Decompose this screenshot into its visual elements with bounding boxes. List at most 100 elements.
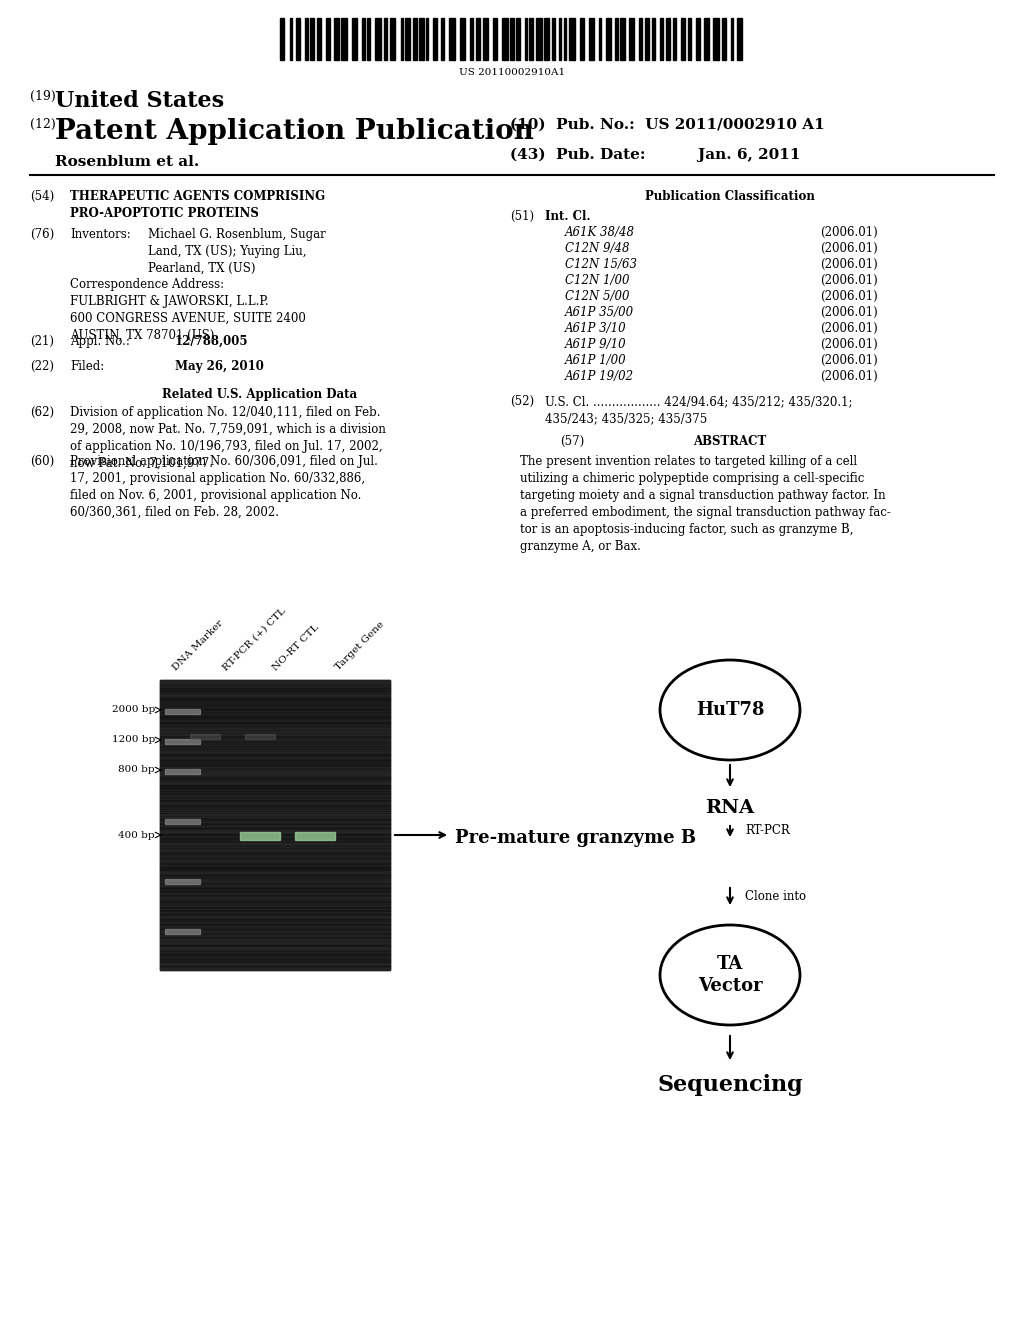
Bar [305, 18, 307, 59]
Text: C12N 15/63: C12N 15/63 [565, 257, 637, 271]
Text: (2006.01): (2006.01) [820, 354, 878, 367]
Bar [621, 18, 626, 59]
Text: Michael G. Rosenblum, Sugar
Land, TX (US); Yuying Liu,
Pearland, TX (US): Michael G. Rosenblum, Sugar Land, TX (US… [148, 228, 326, 275]
Bar [736, 18, 741, 59]
Text: May 26, 2010: May 26, 2010 [175, 360, 264, 374]
Text: (2006.01): (2006.01) [820, 306, 878, 319]
Bar [295, 832, 335, 840]
Text: TA
Vector: TA Vector [697, 954, 762, 995]
Bar [645, 18, 648, 59]
Text: The present invention relates to targeted killing of a cell
utilizing a chimeric: The present invention relates to targete… [520, 455, 891, 553]
Bar [414, 18, 417, 59]
Text: (19): (19) [30, 90, 55, 103]
Text: DNA Marker: DNA Marker [171, 618, 224, 672]
Bar [544, 18, 549, 59]
Bar [537, 18, 542, 59]
Bar [165, 929, 200, 935]
Bar [722, 18, 726, 59]
Text: ABSTRACT: ABSTRACT [693, 436, 767, 447]
Text: (2006.01): (2006.01) [820, 242, 878, 255]
Text: (2006.01): (2006.01) [820, 290, 878, 304]
Bar [660, 18, 664, 59]
Bar [165, 739, 200, 744]
Bar [432, 18, 437, 59]
Text: Int. Cl.: Int. Cl. [545, 210, 591, 223]
Text: (43)  Pub. Date:          Jan. 6, 2011: (43) Pub. Date: Jan. 6, 2011 [510, 148, 801, 162]
Text: THERAPEUTIC AGENTS COMPRISING
PRO-APOPTOTIC PROTEINS: THERAPEUTIC AGENTS COMPRISING PRO-APOPTO… [70, 190, 326, 220]
Text: (2006.01): (2006.01) [820, 257, 878, 271]
Text: RT-PCR: RT-PCR [745, 825, 790, 837]
Bar [614, 18, 617, 59]
Bar [245, 734, 275, 739]
Text: (60): (60) [30, 455, 54, 469]
Text: (62): (62) [30, 407, 54, 418]
Bar [703, 18, 709, 59]
Bar [666, 18, 670, 59]
Bar [352, 18, 357, 59]
Bar [426, 18, 428, 59]
Bar [390, 18, 395, 59]
Bar [240, 832, 280, 840]
Bar [400, 18, 402, 59]
Bar [470, 18, 473, 59]
Bar [564, 18, 566, 59]
Bar [367, 18, 370, 59]
Bar [317, 18, 322, 59]
Bar [334, 18, 339, 59]
Text: United States: United States [55, 90, 224, 112]
Text: (21): (21) [30, 335, 54, 348]
Bar [165, 879, 200, 884]
Bar [696, 18, 699, 59]
Text: U.S. Cl. .................. 424/94.64; 435/212; 435/320.1;
435/243; 435/325; 435: U.S. Cl. .................. 424/94.64; 4… [545, 395, 853, 425]
Bar [510, 18, 514, 59]
Bar [524, 18, 526, 59]
Bar [559, 18, 561, 59]
Text: RNA: RNA [706, 799, 755, 817]
Text: (2006.01): (2006.01) [820, 370, 878, 383]
Bar [165, 770, 200, 774]
Text: C12N 5/00: C12N 5/00 [565, 290, 630, 304]
Bar [441, 18, 444, 59]
Bar [714, 18, 719, 59]
Bar [190, 734, 220, 739]
Text: Target Gene: Target Gene [334, 619, 386, 672]
Text: 2000 bp: 2000 bp [112, 705, 155, 714]
Bar [419, 18, 424, 59]
Text: (51): (51) [510, 210, 535, 223]
Text: (2006.01): (2006.01) [820, 322, 878, 335]
Text: A61P 9/10: A61P 9/10 [565, 338, 627, 351]
Text: A61P 3/10: A61P 3/10 [565, 322, 627, 335]
Text: 400 bp: 400 bp [119, 830, 155, 840]
Text: Appl. No.:: Appl. No.: [70, 335, 130, 348]
Bar [639, 18, 642, 59]
Bar [406, 18, 411, 59]
Bar [529, 18, 534, 59]
Text: (2006.01): (2006.01) [820, 275, 878, 286]
Text: A61P 1/00: A61P 1/00 [565, 354, 627, 367]
Bar [476, 18, 480, 59]
Text: (10)  Pub. No.:  US 2011/0002910 A1: (10) Pub. No.: US 2011/0002910 A1 [510, 117, 824, 132]
Bar [606, 18, 610, 59]
Text: A61P 35/00: A61P 35/00 [565, 306, 634, 319]
Text: (52): (52) [510, 395, 535, 408]
Bar [569, 18, 574, 59]
Text: C12N 9/48: C12N 9/48 [565, 242, 630, 255]
Bar [688, 18, 691, 59]
Bar [673, 18, 676, 59]
Bar [361, 18, 365, 59]
Bar [516, 18, 520, 59]
Text: A61K 38/48: A61K 38/48 [565, 226, 635, 239]
Bar [384, 18, 387, 59]
Text: 12/788,005: 12/788,005 [175, 335, 249, 348]
Text: (57): (57) [560, 436, 585, 447]
Bar [580, 18, 584, 59]
Text: 800 bp: 800 bp [119, 766, 155, 775]
Bar [599, 18, 601, 59]
Text: HuT78: HuT78 [695, 701, 764, 719]
Text: (12): (12) [30, 117, 55, 131]
Bar [165, 709, 200, 714]
Text: Filed:: Filed: [70, 360, 104, 374]
Bar [376, 18, 381, 59]
Text: Patent Application Publication: Patent Application Publication [55, 117, 534, 145]
Bar [160, 680, 390, 970]
